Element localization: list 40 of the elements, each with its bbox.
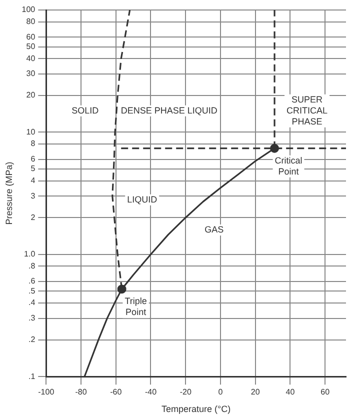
y-tick-label: 30 — [26, 69, 36, 78]
y-tick-label: 20 — [26, 90, 36, 100]
y-tick-label: 5 — [30, 164, 36, 174]
annotation: Critical Point — [274, 155, 302, 176]
annotation: DENSE PHASE LIQUID — [120, 105, 218, 116]
y-tick-label: 100 — [22, 5, 36, 14]
x-tick-label: -80 — [75, 388, 88, 397]
y-tick-label: 8 — [30, 139, 36, 148]
y-tick-label: .1 — [28, 372, 36, 381]
y-tick-label: .3 — [28, 314, 36, 322]
y-tick-label: 2 — [30, 212, 36, 222]
annotation: Triple Point — [124, 296, 147, 318]
y-tick-label: .6 — [28, 276, 36, 286]
annotation: GAS — [204, 224, 224, 234]
x-tick-label: 40 — [286, 388, 296, 397]
y-tick-label: 50 — [26, 42, 36, 51]
y-tick-label: 40 — [26, 54, 36, 63]
y-tick-label: 60 — [26, 32, 36, 42]
y-tick-label: .4 — [28, 298, 36, 308]
x-axis-title: Temperature (°C) — [162, 404, 231, 414]
y-tick-label: 3 — [30, 191, 36, 200]
x-tick-label: 20 — [250, 388, 260, 397]
x-tick-label: 60 — [320, 388, 330, 397]
y-axis-title: Pressure (MPa) — [4, 162, 14, 225]
y-tick-label: .5 — [28, 286, 36, 296]
x-tick-label: -100 — [38, 388, 55, 397]
y-tick-label: .2 — [28, 335, 36, 344]
y-tick-label: 4 — [30, 176, 36, 186]
y-tick-label: 10 — [26, 127, 36, 136]
x-tick-label: -40 — [144, 388, 158, 397]
annotation: LIQUID — [127, 194, 158, 204]
y-tick-label: 1.0 — [24, 250, 36, 259]
x-tick-label: 0 — [218, 388, 224, 397]
x-tick-label: -60 — [110, 388, 122, 397]
annotation: SOLID — [72, 105, 100, 116]
annotation: SUPER CRITICAL PHASE — [286, 94, 328, 126]
x-tick-label: -20 — [180, 388, 192, 397]
y-tick-label: .8 — [28, 261, 36, 270]
y-tick-label: 80 — [26, 17, 36, 26]
y-tick-label: 6 — [30, 154, 36, 164]
